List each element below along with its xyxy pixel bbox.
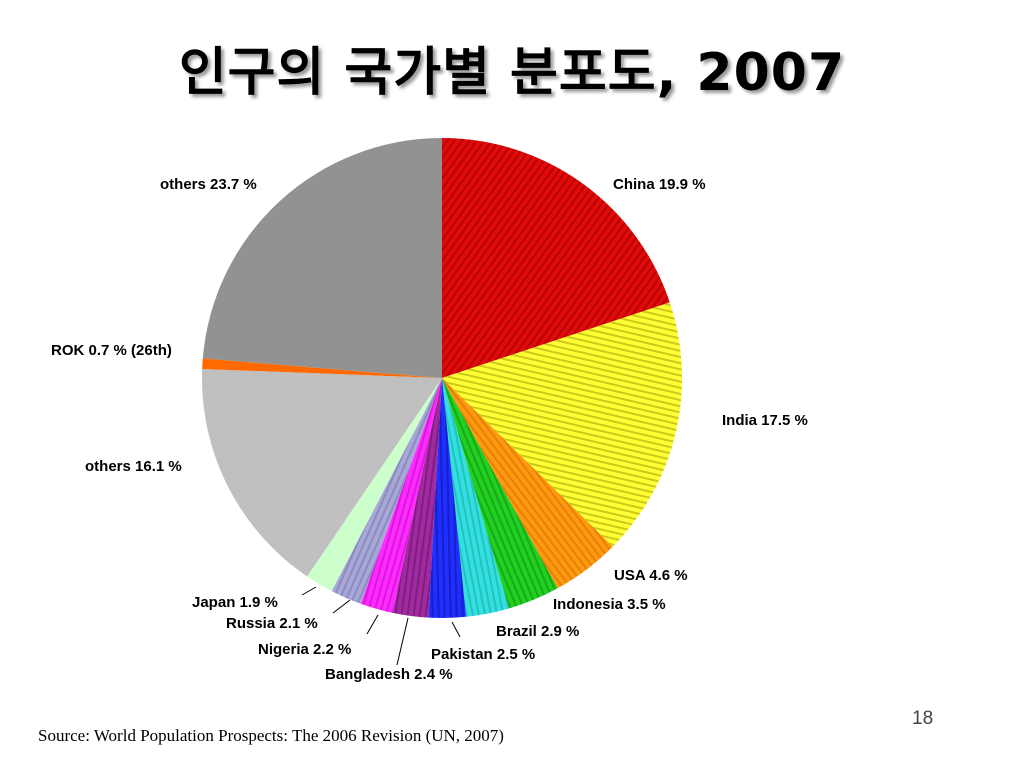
pie-slice-pakistan-5 (428, 378, 467, 619)
leader-line-pakistan (451, 621, 461, 638)
pie-slice-others-12 (202, 138, 442, 378)
slice-label-rok: ROK 0.7 % (26th) (51, 342, 172, 359)
pie-slice-usa-2 (442, 378, 613, 589)
leader-line-russia (332, 599, 351, 614)
slice-label-brazil: Brazil 2.9 % (496, 623, 579, 640)
pie-slice-russia-8 (331, 378, 442, 604)
pie-slice-brazil-4 (442, 378, 509, 617)
slice-labels: China 19.9 % India 17.5 % USA 4.6 % Indones… (51, 176, 808, 683)
slice-label-pakistan: Pakistan 2.5 % (431, 646, 535, 663)
page-number: 18 (912, 708, 934, 729)
source-note: Source: World Population Prospects: The … (38, 726, 504, 745)
slice-label-japan: Japan 1.9 % (192, 594, 278, 611)
pie-slice-rok-11 (202, 358, 442, 378)
slice-label-usa: USA 4.6 % (614, 567, 688, 584)
pie-slice-others-10 (201, 368, 442, 577)
slice-label-india: India 17.5 % (722, 412, 808, 429)
leader-line-japan (301, 586, 317, 596)
slice-label-bangladesh: Bangladesh 2.4 % (325, 666, 453, 683)
slice-label-china: China 19.9 % (613, 176, 706, 193)
pie-slice-india-1 (442, 302, 682, 547)
slide-title: 인구의 국가별 분포도, 2007 (178, 43, 846, 103)
slice-label-russia: Russia 2.1 % (226, 615, 318, 632)
pie-slice-china-0 (442, 138, 670, 378)
slice-label-nigeria: Nigeria 2.2 % (258, 641, 351, 658)
slice-label-others: others 16.1 % (85, 458, 182, 475)
leader-line-nigeria (366, 614, 379, 635)
pie-slice-nigeria-7 (360, 378, 442, 613)
slice-label-indonesia: Indonesia 3.5 % (553, 596, 666, 613)
slice-label-others: others 23.7 % (160, 176, 257, 193)
leader-line-bangladesh (396, 617, 409, 666)
pie-slices (201, 138, 682, 619)
pie-slice-indonesia-3 (442, 378, 558, 609)
leader-lines (301, 586, 461, 666)
pie-slice-japan-9 (307, 378, 442, 592)
pie-slice-bangladesh-6 (392, 378, 442, 618)
